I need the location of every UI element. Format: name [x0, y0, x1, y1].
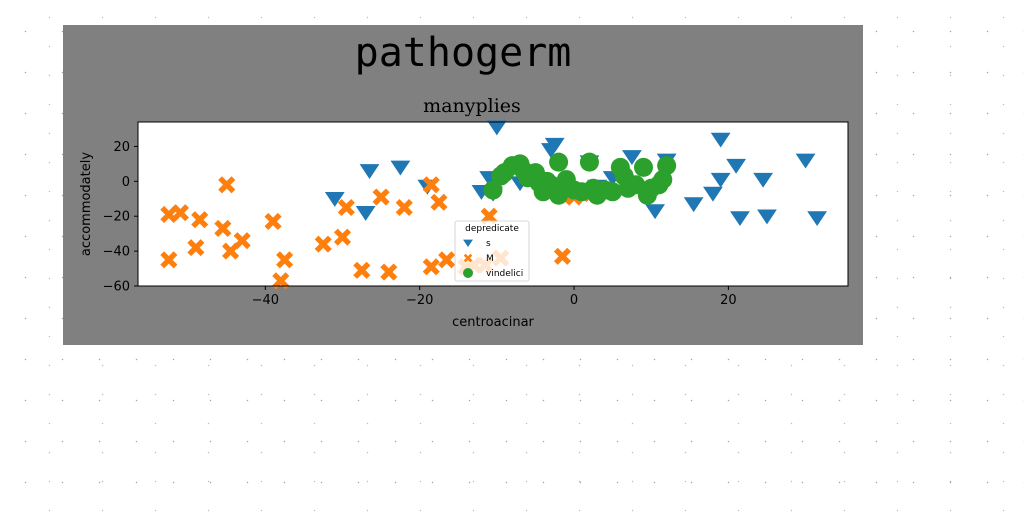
data-point — [233, 232, 251, 250]
scatter-chart: manyplies −40 −20 0 20 −60 −40 −20 0 20 centroa… — [79, 95, 849, 330]
legend-title: depredicate — [465, 224, 519, 234]
data-point — [333, 228, 352, 246]
data-point — [438, 251, 456, 269]
y-tick-label: 0 — [122, 175, 130, 190]
legend-marker-vindelici — [463, 268, 473, 278]
data-point — [730, 211, 750, 227]
x-tick-label: −40 — [252, 293, 279, 308]
data-point — [355, 205, 376, 221]
data-point — [710, 172, 731, 188]
data-point — [549, 152, 569, 172]
figure: pathogerm manyplies −40 −20 0 20 −60 −40 −20 0… — [63, 25, 863, 345]
data-point — [430, 193, 448, 211]
data-point — [276, 251, 294, 269]
legend-box — [454, 220, 530, 282]
data-point — [633, 157, 653, 177]
y-tick-label: −40 — [103, 245, 130, 260]
data-point — [264, 212, 282, 230]
data-point — [422, 176, 440, 194]
x-axis: −40 −20 0 20 — [252, 286, 737, 308]
y-tick-label: 20 — [113, 140, 130, 155]
data-point — [353, 261, 371, 279]
data-point — [160, 205, 178, 224]
data-point — [422, 258, 440, 276]
data-point — [337, 198, 355, 217]
data-point — [645, 204, 665, 220]
data-point — [757, 209, 777, 225]
y-tick-label: −20 — [103, 210, 130, 225]
data-point — [683, 197, 704, 213]
data-point — [622, 150, 642, 165]
data-point — [390, 160, 411, 176]
legend-label: M — [486, 254, 494, 264]
data-point — [480, 207, 498, 225]
data-point — [657, 156, 677, 176]
data-point — [703, 186, 723, 202]
legend-marker-s — [463, 239, 473, 248]
x-tick-label: 20 — [720, 293, 737, 308]
y-axis-label: accommodately — [79, 152, 94, 256]
y-axis: −60 −40 −20 0 20 — [103, 140, 138, 295]
data-point — [726, 158, 746, 174]
x-tick-label: 0 — [570, 293, 578, 308]
data-point — [160, 251, 178, 269]
data-point — [222, 242, 240, 260]
data-point — [324, 192, 345, 207]
data-point — [314, 235, 332, 253]
data-point — [486, 120, 507, 136]
data-point — [171, 204, 189, 222]
x-axis-label: centroacinar — [452, 315, 534, 330]
data-point — [483, 180, 503, 200]
data-point — [218, 176, 236, 194]
data-point — [191, 211, 209, 229]
plot-frame — [137, 121, 849, 287]
data-point — [579, 152, 599, 172]
legend-label: s — [486, 239, 491, 249]
data-point — [710, 132, 731, 148]
x-tick-label: −20 — [406, 293, 433, 308]
data-point — [807, 211, 828, 227]
series-vindelici — [483, 152, 677, 205]
data-point — [380, 263, 398, 281]
data-point — [540, 143, 561, 159]
legend-label: vindelici — [486, 269, 523, 279]
chart-suptitle: pathogerm — [354, 30, 572, 76]
data-point — [603, 182, 623, 202]
data-point — [753, 172, 774, 188]
data-point — [359, 164, 380, 179]
data-point — [214, 219, 232, 237]
data-point — [372, 188, 390, 206]
y-tick-label: −60 — [103, 280, 130, 295]
legend-marker-M — [463, 253, 473, 263]
data-point — [187, 239, 205, 257]
data-point — [553, 247, 572, 265]
data-point — [272, 272, 290, 290]
data-point — [795, 153, 816, 169]
data-point — [395, 198, 413, 217]
chart-title: manyplies — [423, 95, 521, 117]
